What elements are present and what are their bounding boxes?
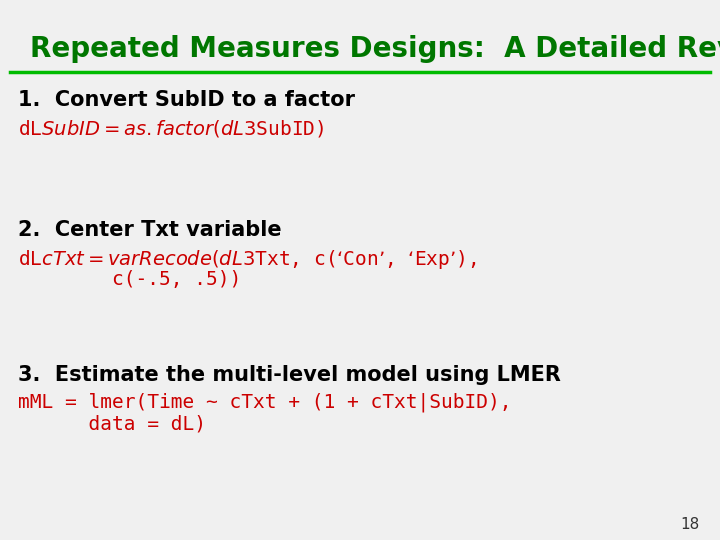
Text: Repeated Measures Designs:  A Detailed Review: Repeated Measures Designs: A Detailed Re… xyxy=(30,35,720,63)
Text: 1.  Convert SubID to a factor: 1. Convert SubID to a factor xyxy=(18,90,355,110)
Text: mML = lmer(Time ~ cTxt + (1 + cTxt|SubID),: mML = lmer(Time ~ cTxt + (1 + cTxt|SubID… xyxy=(18,393,511,413)
Text: 18: 18 xyxy=(680,517,700,532)
Text: 2.  Center Txt variable: 2. Center Txt variable xyxy=(18,220,282,240)
Text: dL$cTxt = varRecode(dL3$Txt, c(‘Con’, ‘Exp’),: dL$cTxt = varRecode(dL3$Txt, c(‘Con’, ‘E… xyxy=(18,248,477,271)
Text: data = dL): data = dL) xyxy=(18,415,206,434)
Text: 3.  Estimate the multi-level model using LMER: 3. Estimate the multi-level model using … xyxy=(18,365,561,385)
Text: c(-.5, .5)): c(-.5, .5)) xyxy=(18,270,241,289)
Text: dL$SubID = as.factor(dL3$SubID): dL$SubID = as.factor(dL3$SubID) xyxy=(18,118,324,139)
